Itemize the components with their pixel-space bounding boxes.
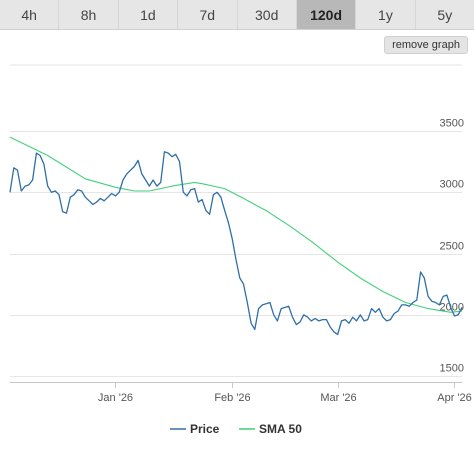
- tab-8h[interactable]: 8h: [59, 0, 119, 29]
- y-tick-label-2500: 2500: [440, 241, 464, 253]
- y-axis: 1500 2000 2500 3000 3500: [440, 118, 464, 375]
- x-axis: Jan '26 Feb '26 Mar '26 Apr '26: [10, 382, 472, 404]
- y-tick-label-3000: 3000: [440, 179, 464, 191]
- tab-1d[interactable]: 1d: [119, 0, 179, 29]
- tab-5y[interactable]: 5y: [437, 6, 453, 23]
- x-tick-label-1: Feb '26: [214, 392, 250, 404]
- x-tick-label-3: Apr '26: [437, 392, 472, 404]
- tab-4h[interactable]: 4h: [0, 0, 60, 29]
- series-line-price: [9, 151, 463, 336]
- chart-grid: [10, 64, 462, 377]
- legend-price-label: Price: [190, 422, 220, 436]
- y-tick-label-2000: 2000: [440, 302, 464, 314]
- x-tick-label-2: Mar '26: [320, 392, 356, 404]
- tab-120d[interactable]: 120d: [296, 0, 357, 29]
- range-tabs: 4h 8h 1d 7d 30d 120d 1y 5y: [0, 0, 474, 30]
- tab-30d[interactable]: 30d: [238, 0, 297, 29]
- x-tick-label-0: Jan '26: [98, 392, 133, 404]
- tab-1y[interactable]: 1y: [356, 0, 416, 29]
- chart-legend: Price SMA 50: [170, 422, 302, 436]
- chart-series: [9, 136, 463, 336]
- y-tick-label-3500: 3500: [440, 118, 464, 130]
- legend-sma-50-label: SMA 50: [259, 422, 302, 436]
- y-tick-label-1500: 1500: [440, 363, 464, 375]
- tab-7d[interactable]: 7d: [178, 0, 238, 29]
- remove-graph-button[interactable]: remove graph: [384, 36, 468, 54]
- series-line-sma-50: [9, 136, 463, 313]
